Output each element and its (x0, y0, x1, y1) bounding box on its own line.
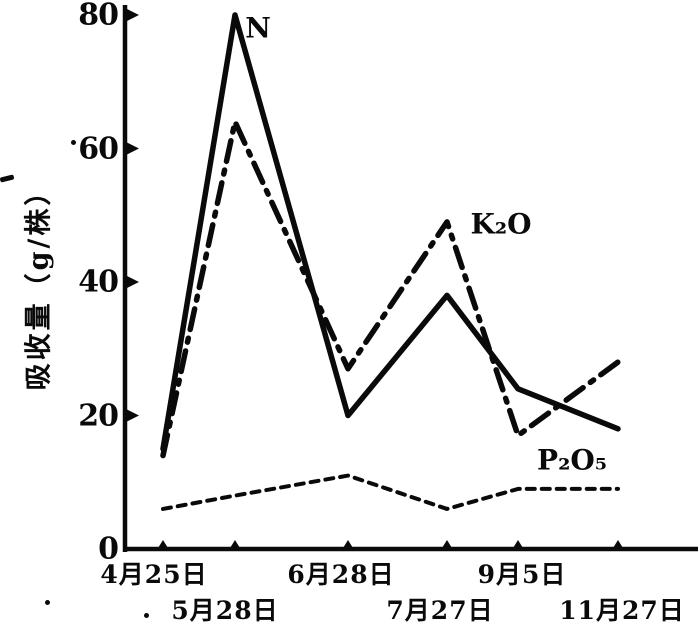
x-tick-mark (343, 540, 353, 548)
y-tick-label-0: 0 (98, 531, 119, 567)
scan-artifact-dot (71, 140, 76, 145)
y-tick-label-60: 60 (78, 131, 119, 166)
series-label-n: N (245, 11, 271, 45)
x-tick-label-jun28: 6月28日 (287, 560, 395, 589)
y-tick-mark (127, 409, 139, 422)
y-tick-mark (127, 9, 139, 21)
x-tick-mark (513, 540, 523, 548)
y-tick-label-80: 80 (78, 0, 119, 33)
series-line-k2o (160, 119, 621, 459)
y-tick-label-40: 40 (78, 264, 119, 300)
x-tick-label-jul27: 7月27日 (386, 596, 494, 625)
x-tick-label-apr25: 4月25日 (100, 560, 208, 589)
scan-artifact-dot (144, 613, 149, 618)
y-axis-title: 吸收量（g/株） (23, 175, 55, 391)
scan-artifact-dot (45, 600, 50, 605)
x-tick-label-nov27: 11月27日 (559, 596, 685, 625)
x-tick-mark (230, 540, 240, 548)
y-tick-mark (127, 276, 139, 288)
series-label-p2o5: P₂O₅ (537, 443, 607, 477)
y-tick-mark (127, 142, 139, 155)
series-label-k2o: K₂O (470, 207, 532, 241)
x-tick-label-sep5: 9月5日 (477, 560, 567, 589)
x-tick-mark (158, 540, 168, 548)
x-tick-mark (442, 540, 452, 548)
x-tick-label-may28: 5月28日 (171, 596, 279, 625)
series-line-p2o5 (161, 473, 620, 511)
x-tick-mark (613, 540, 623, 548)
series-line-n (160, 12, 621, 452)
y-tick-label-20: 20 (78, 398, 119, 433)
